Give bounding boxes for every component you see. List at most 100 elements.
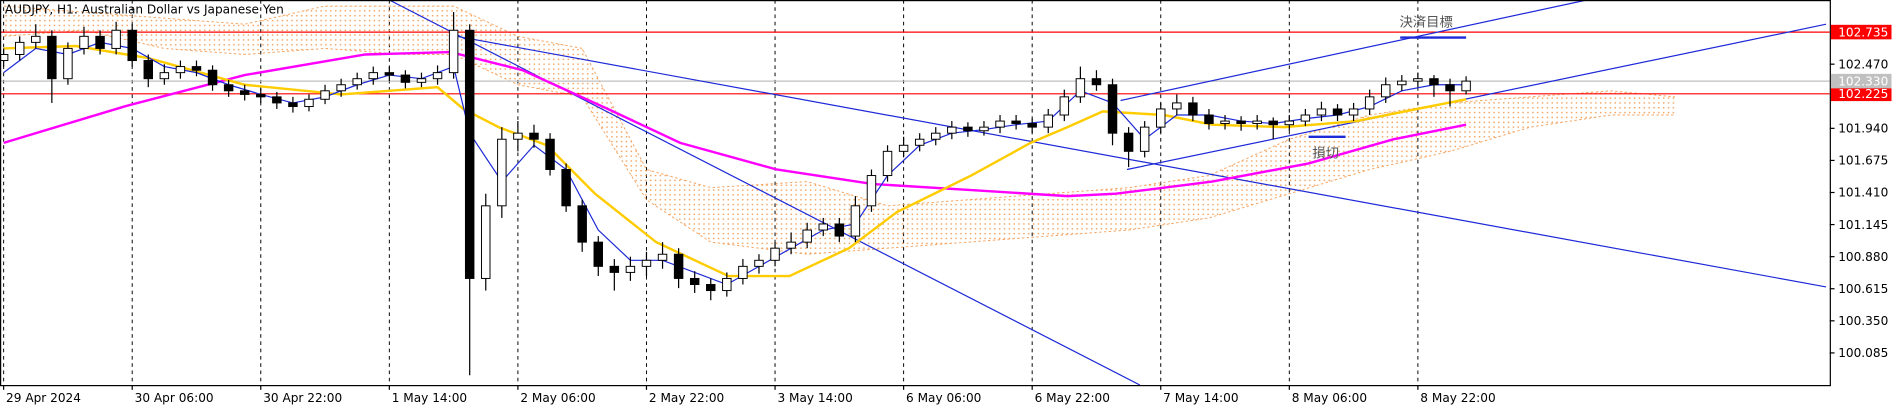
candle-body	[14, 41, 25, 55]
candle-body	[1413, 78, 1423, 82]
candle-body	[995, 120, 1005, 128]
trend-line	[389, 0, 1141, 385]
candle-body	[1220, 120, 1230, 124]
x-tick-label: 1 May 14:00	[392, 391, 467, 405]
candle-body	[1429, 78, 1439, 86]
candle-body	[352, 78, 362, 86]
candle-body	[1364, 96, 1375, 110]
candle-body	[1075, 78, 1086, 98]
candle-body	[95, 35, 105, 49]
candle-body	[256, 93, 266, 98]
candle-body	[866, 175, 877, 207]
candle-body	[898, 144, 909, 152]
candle-body	[1107, 84, 1118, 134]
candle-body	[641, 259, 652, 267]
price-label-box	[1830, 86, 1892, 102]
candle-body	[448, 29, 459, 74]
price-label-box	[1830, 24, 1892, 40]
candle-body	[272, 96, 282, 104]
candle-body	[1284, 120, 1295, 126]
y-tick-label: 101.675	[1838, 154, 1888, 168]
candle-body	[1316, 108, 1327, 116]
y-tick-label: 100.085	[1838, 346, 1888, 360]
candle-body	[577, 205, 587, 243]
candle-body	[0, 53, 9, 62]
candle-body	[464, 29, 475, 279]
candle-body	[111, 29, 121, 49]
candle-body	[336, 84, 346, 92]
x-tick-label: 7 May 14:00	[1163, 391, 1238, 405]
candle-body	[47, 35, 57, 80]
candle-body	[1268, 120, 1278, 126]
trend-line	[1126, 23, 1827, 171]
y-tick-label: 101.145	[1838, 218, 1888, 232]
candle-body	[593, 241, 603, 267]
candle-body	[770, 247, 780, 261]
candle-body	[288, 102, 298, 108]
price-label: 102.735	[1838, 25, 1888, 39]
candle-body	[1204, 114, 1214, 124]
candle-body	[1461, 80, 1471, 92]
candle-body	[143, 60, 153, 80]
candle-body	[481, 205, 491, 279]
candle-body	[1332, 108, 1343, 116]
x-tick-label: 8 May 06:00	[1292, 391, 1367, 405]
x-tick-label: 6 May 06:00	[906, 391, 981, 405]
candle-body	[657, 253, 668, 261]
annotation: 損切	[1312, 145, 1339, 161]
x-tick-label: 30 Apr 06:00	[135, 391, 214, 405]
candle-body	[689, 277, 700, 285]
candle-body	[722, 277, 732, 292]
candle-body	[963, 126, 973, 132]
candle-body	[1300, 114, 1311, 122]
candle-body	[31, 35, 41, 43]
candle-body	[625, 265, 636, 273]
x-tick-label: 8 May 22:00	[1420, 391, 1495, 405]
candle-body	[1139, 126, 1150, 152]
candle-body	[127, 29, 137, 62]
candle-body	[223, 84, 234, 92]
candle-body	[239, 90, 250, 95]
ichimoku-cloud	[3, 6, 1676, 255]
candle-body	[175, 66, 186, 74]
candle-body	[513, 132, 523, 140]
candle-body	[786, 241, 796, 249]
x-tick-label: 30 Apr 22:00	[263, 391, 342, 405]
candle-body	[1445, 84, 1455, 92]
candle-body	[1252, 120, 1262, 124]
candle-body	[850, 205, 861, 237]
y-tick-label: 100.880	[1838, 250, 1888, 264]
candle-body	[834, 223, 845, 237]
annotation: 決済目標	[1400, 15, 1453, 31]
candle-body	[79, 35, 89, 49]
candle-body	[818, 223, 828, 231]
y-tick-label: 102.470	[1838, 57, 1888, 71]
y-tick-label: 100.350	[1838, 314, 1888, 328]
moving-average	[3, 50, 1467, 198]
candle-body	[304, 98, 314, 108]
candle-body	[754, 259, 764, 267]
price-label: 102.225	[1838, 87, 1888, 101]
candle-body	[320, 90, 330, 100]
candle-body	[882, 150, 893, 177]
cloud-edge	[3, 29, 1676, 255]
candle-body	[1123, 132, 1134, 152]
candle-body	[914, 138, 925, 146]
candle-body	[979, 126, 989, 132]
candle-body	[673, 253, 684, 279]
cloud-edge	[3, 5, 1676, 207]
bid-label: 102.330	[1838, 74, 1888, 88]
candle-body	[1043, 114, 1053, 128]
plot-area	[0, 0, 1830, 385]
candle-body	[1236, 120, 1246, 124]
candle-body	[1011, 120, 1021, 124]
candle-body	[947, 126, 957, 134]
candle-body	[1027, 123, 1037, 128]
candle-body	[191, 66, 202, 71]
candle-body	[802, 229, 812, 243]
candle-body	[561, 169, 571, 207]
candle-body	[416, 78, 427, 83]
candle-body	[609, 265, 620, 273]
